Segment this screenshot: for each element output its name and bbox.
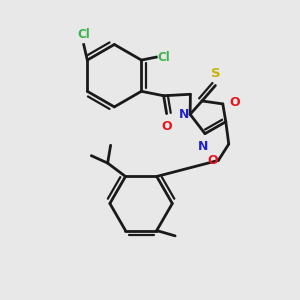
Text: S: S [211, 67, 220, 80]
Text: N: N [178, 108, 189, 121]
Text: O: O [161, 119, 172, 133]
Text: O: O [230, 96, 240, 109]
Text: Cl: Cl [158, 51, 170, 64]
Text: O: O [207, 154, 218, 167]
Text: N: N [198, 140, 209, 153]
Text: Cl: Cl [77, 28, 90, 41]
